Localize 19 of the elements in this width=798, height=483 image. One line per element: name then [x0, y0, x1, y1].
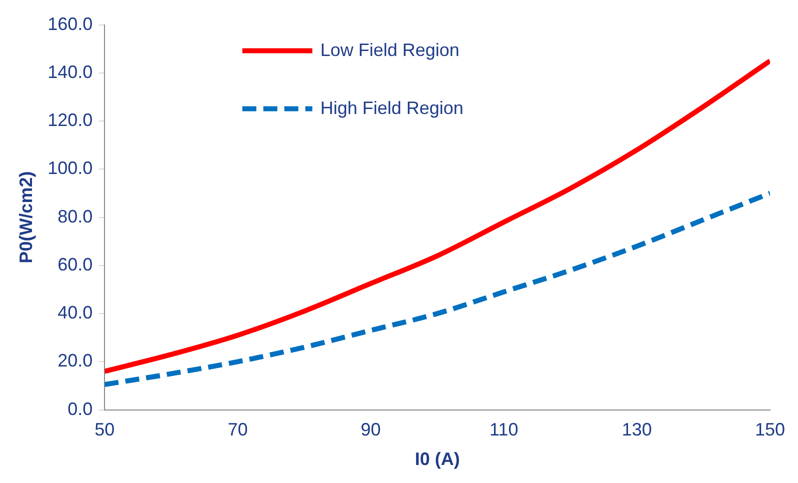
x-tick-label: 50 — [94, 420, 115, 440]
x-tick-label: 130 — [622, 420, 652, 440]
y-tick-label: 40.0 — [58, 302, 93, 323]
y-tick-label: 60.0 — [58, 254, 93, 274]
y-tick-label: 20.0 — [58, 350, 93, 371]
x-tick-label: 110 — [490, 420, 518, 440]
x-tick-label: 70 — [228, 420, 248, 440]
legend-label: Low Field Region — [320, 40, 460, 60]
y-tick-label: 140.0 — [48, 62, 93, 82]
x-tick-label: 150 — [754, 420, 786, 440]
x-tick-label: 90 — [360, 420, 381, 440]
y-tick-label: 100.0 — [48, 158, 93, 178]
y-axis-title: P0(W/cm2) — [16, 171, 36, 264]
legend-label: High Field Region — [320, 98, 464, 118]
y-tick-label: 80.0 — [58, 206, 93, 226]
y-tick-label: 120.0 — [48, 110, 93, 130]
y-tick-label: 160.0 — [48, 14, 93, 34]
x-axis-title: I0 (A) — [414, 449, 460, 470]
y-tick-label: 0.0 — [68, 398, 93, 419]
